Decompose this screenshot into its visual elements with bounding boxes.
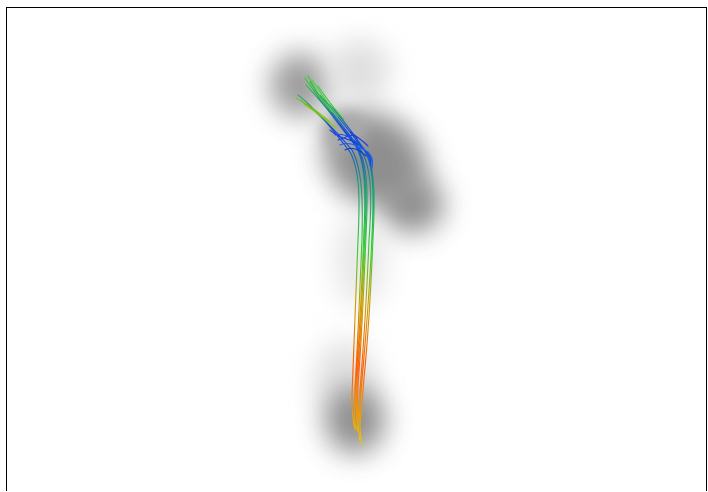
viewport-frame (6, 7, 707, 491)
fiber-bundle (295, 75, 375, 446)
